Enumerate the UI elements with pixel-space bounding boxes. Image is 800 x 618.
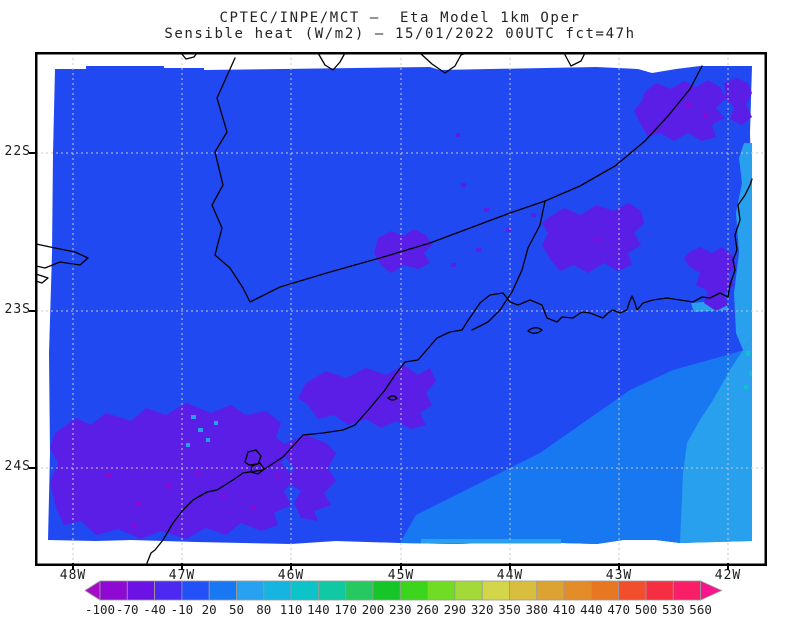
colorbar-box — [372, 580, 401, 601]
colorbar-box — [345, 580, 374, 601]
cool-speckles — [451, 133, 561, 267]
colorbar-value-label: 410 — [553, 602, 576, 617]
colorbar-value-label: 380 — [526, 602, 549, 617]
state-border-path — [211, 57, 703, 303]
colorbar-box — [154, 580, 183, 601]
lon-tick-mark — [400, 563, 402, 570]
colorbar-box — [590, 580, 620, 601]
lat-tick-label: 24S — [4, 459, 31, 474]
lon-tick-label: 42W — [714, 568, 742, 583]
lon-tick-label: 46W — [277, 568, 305, 583]
lon-tick-mark — [727, 563, 729, 570]
colorbar-box — [399, 580, 428, 601]
ocean-light-region — [680, 338, 752, 543]
colorbar-value-label: 290 — [444, 602, 467, 617]
top-border-fragments — [180, 52, 586, 74]
colorbar-value-label: 200 — [362, 602, 385, 617]
colorbar-value-label: 260 — [416, 602, 439, 617]
colorbar-box — [563, 580, 592, 601]
colorbar-box — [672, 580, 701, 601]
lon-tick-mark — [509, 563, 511, 570]
colorbar-box — [126, 580, 155, 601]
grid-lines — [36, 53, 763, 561]
left-coast-fragment — [35, 243, 89, 284]
colorbar-arrow-left — [85, 580, 101, 601]
colorbar-value-label: 530 — [662, 602, 685, 617]
magenta-speckles — [106, 103, 708, 527]
colorbar: -100 -70 -40 -10 20 50 80 110 140 170 200 230 260 290… — [85, 580, 723, 617]
state-border-path2 — [471, 200, 546, 331]
colorbar-arrow-right — [700, 580, 723, 601]
colorbar-box — [236, 580, 265, 601]
colorbar-value-label: 170 — [334, 602, 357, 617]
colorbar-box — [481, 580, 510, 601]
colorbar-value-label: 230 — [389, 602, 412, 617]
colorbar-value-label: 350 — [498, 602, 521, 617]
colorbar-value-label: -40 — [143, 602, 166, 617]
colorbar-box — [99, 580, 128, 601]
island-outline — [387, 327, 543, 401]
colorbar-box — [208, 580, 237, 601]
colorbar-box — [290, 580, 319, 601]
colorbar-value-label: 470 — [607, 602, 630, 617]
colorbar-value-label: 140 — [307, 602, 330, 617]
lon-tick-mark — [618, 563, 620, 570]
colorbar-value-label: 50 — [229, 602, 244, 617]
lat-tick-mark — [29, 310, 36, 312]
lon-tick-mark — [181, 563, 183, 570]
plot-title-line1: CPTEC/INPE/MCT – Eta Model 1km Oper — [219, 10, 581, 26]
colorbar-value-label: -100 — [85, 602, 115, 617]
lon-tick-label: 45W — [387, 568, 415, 583]
lon-tick-label: 43W — [605, 568, 633, 583]
plot-title-line2: Sensible heat (W/m2) – 15/01/2022 00UTC … — [164, 26, 636, 42]
lat-tick-label: 23S — [4, 302, 31, 317]
colorbar-box — [427, 580, 456, 601]
colorbar-box — [645, 580, 674, 601]
warm-speckles — [186, 351, 752, 447]
colorbar-value-label: 560 — [689, 602, 712, 617]
lon-tick-mark — [290, 563, 292, 570]
lat-tick-mark — [29, 152, 36, 154]
colorbar-box — [181, 580, 210, 601]
colorbar-value-label: 500 — [635, 602, 658, 617]
colorbar-box — [618, 580, 647, 601]
colorbar-value-label: 440 — [580, 602, 603, 617]
colorbar-box — [317, 580, 347, 601]
colorbar-box — [509, 580, 538, 601]
coastal-warm-band — [734, 143, 752, 350]
lon-tick-label: 47W — [168, 568, 196, 583]
lat-tick-mark — [29, 467, 36, 469]
lon-tick-mark — [72, 563, 74, 570]
colorbar-value-label: -10 — [171, 602, 194, 617]
ocean-mid-region — [400, 348, 752, 544]
map-canvas — [35, 52, 767, 566]
lon-tick-label: 48W — [59, 568, 87, 583]
santos-estuary-path — [244, 449, 265, 475]
colorbar-value-label: 320 — [471, 602, 494, 617]
colorbar-value-label: 110 — [280, 602, 303, 617]
colorbar-box — [536, 580, 565, 601]
lat-tick-label: 22S — [4, 144, 31, 159]
colorbar-value-label: 80 — [256, 602, 271, 617]
colorbar-value-label: -70 — [116, 602, 139, 617]
lon-tick-label: 44W — [496, 568, 524, 583]
coastline-layer — [35, 52, 753, 564]
colorbar-box — [454, 580, 483, 601]
colorbar-value-label: 20 — [202, 602, 217, 617]
colorbar-box — [263, 580, 292, 601]
bottom-warm-strip — [421, 539, 561, 544]
